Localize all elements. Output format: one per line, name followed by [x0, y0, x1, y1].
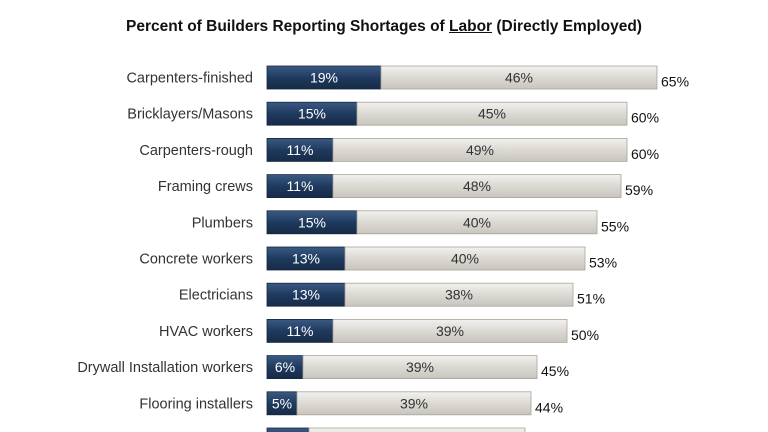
total-label: 44% — [535, 399, 563, 415]
data-label: 15% — [298, 214, 326, 230]
category-label: Flooring installers — [139, 396, 253, 412]
data-label: 13% — [292, 287, 320, 303]
data-label: 38% — [445, 287, 473, 303]
total-label: 59% — [625, 182, 653, 198]
category-label: Plumbers — [192, 215, 253, 231]
category-label: Carpenters-rough — [139, 143, 253, 159]
chart-title: Percent of Builders Reporting Shortages … — [0, 18, 768, 36]
total-label: 60% — [631, 110, 659, 126]
data-label: 11% — [287, 178, 314, 194]
data-label: 15% — [298, 106, 326, 122]
data-label: 5% — [272, 395, 292, 411]
total-label: 45% — [541, 363, 569, 379]
bar-segment — [332, 318, 568, 343]
data-label: 11% — [287, 142, 314, 158]
bar-segment — [356, 101, 628, 126]
category-label: Carpenters-finished — [126, 71, 253, 87]
data-label: 40% — [463, 214, 491, 230]
bar-segment — [356, 210, 598, 235]
total-label: 50% — [571, 327, 599, 343]
category-label: Framing crews — [158, 179, 253, 195]
bar-segment — [344, 282, 574, 307]
data-label: 45% — [478, 106, 506, 122]
bar-segment — [380, 65, 658, 90]
chart-title-prefix: Percent of Builders Reporting Shortages … — [126, 18, 450, 35]
chart-title-emphasis: Labor — [449, 18, 493, 35]
bar-segment — [266, 427, 310, 432]
bar-segment — [308, 427, 526, 432]
data-label: 39% — [436, 323, 464, 339]
category-label: Electricians — [179, 288, 253, 304]
data-label: 46% — [505, 70, 533, 86]
bar-segment — [332, 137, 628, 162]
category-label: Concrete workers — [139, 252, 253, 268]
data-label: 6% — [275, 359, 295, 375]
data-label: 39% — [406, 359, 434, 375]
data-label: 48% — [463, 178, 491, 194]
bar-segment — [296, 391, 532, 416]
category-label: Drywall Installation workers — [77, 360, 253, 376]
data-label: 13% — [292, 251, 320, 267]
total-label: 60% — [631, 146, 659, 162]
bar-segment — [332, 174, 622, 199]
data-label: 19% — [310, 70, 338, 86]
data-label: 11% — [287, 323, 314, 339]
category-label: Bricklayers/Masons — [127, 107, 253, 123]
chart-title-suffix: (Directly Employed) — [492, 18, 642, 35]
data-label: 40% — [451, 251, 479, 267]
bar-segment — [302, 355, 538, 380]
bar-segment — [344, 246, 586, 271]
data-label: 39% — [400, 395, 428, 411]
total-label: 53% — [589, 255, 617, 271]
total-label: 51% — [577, 291, 605, 307]
total-label: 55% — [601, 218, 629, 234]
total-label: 65% — [661, 74, 689, 90]
category-label: HVAC workers — [159, 324, 253, 340]
data-label: 49% — [466, 142, 494, 158]
